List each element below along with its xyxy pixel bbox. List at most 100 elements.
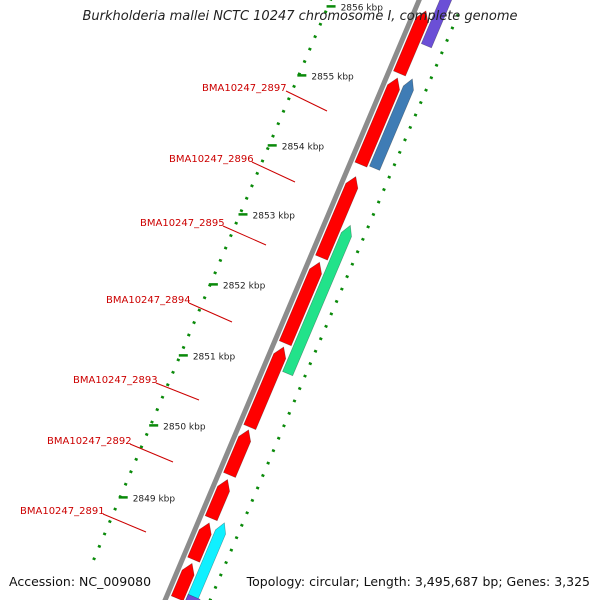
scale-minor-tick (160, 395, 165, 399)
scale-minor-tick (150, 420, 154, 424)
scale-minor-tick (155, 407, 160, 412)
minor-tick (266, 461, 271, 465)
scale-minor-tick (97, 544, 102, 549)
scale-minor-tick (165, 383, 170, 387)
minor-tick (392, 162, 397, 167)
minor-tick (245, 511, 249, 515)
minor-tick (218, 573, 223, 577)
scale-minor-tick (271, 134, 275, 138)
scale-minor-tick (181, 345, 186, 350)
minor-tick (413, 113, 418, 117)
accession-text: Accession: NC_009080 (9, 574, 152, 589)
gene-purple-bottom-block[interactable] (176, 593, 201, 600)
minor-tick (445, 38, 449, 43)
minor-tick (250, 498, 255, 503)
scale-minor-tick (171, 370, 175, 375)
scale-minor-tick (239, 208, 244, 213)
minor-tick (382, 187, 386, 192)
minor-tick (329, 312, 334, 316)
minor-tick (339, 287, 344, 291)
gene-label[interactable]: BMA10247_2891 (20, 506, 105, 517)
scale-minor-tick (260, 159, 265, 163)
scale-minor-tick (244, 196, 249, 201)
minor-tick (450, 26, 455, 30)
minor-tick (361, 237, 365, 242)
minor-tick (366, 225, 371, 229)
scale-minor-tick (144, 432, 149, 437)
gene-leader-line (251, 161, 296, 183)
scale-minor-tick (139, 445, 144, 449)
minor-tick (297, 386, 302, 391)
gene-label[interactable]: BMA10247_2894 (106, 295, 191, 306)
scale-minor-tick (318, 22, 323, 26)
scale-minor-tick (176, 358, 181, 362)
kbp-tick-label: 2849 kbp (133, 494, 176, 504)
scale-minor-tick (92, 557, 96, 561)
feature-red-6[interactable] (278, 261, 322, 347)
kbp-tick-label: 2853 kbp (253, 211, 296, 221)
gene-leader-line (188, 302, 233, 323)
minor-tick (324, 324, 328, 329)
feature-red-8[interactable] (354, 77, 400, 168)
kbp-tick-label: 2854 kbp (282, 142, 325, 152)
feature-red-1[interactable] (170, 562, 195, 600)
minor-tick (292, 399, 297, 403)
minor-tick (408, 125, 413, 130)
minor-tick (350, 262, 355, 266)
minor-tick (371, 212, 376, 217)
feature-red-7[interactable] (315, 176, 359, 261)
minor-tick (355, 250, 360, 254)
gene-label[interactable]: BMA10247_2897 (202, 83, 287, 94)
gene-label[interactable]: BMA10247_2892 (47, 436, 132, 447)
gene-purple-block[interactable] (420, 0, 455, 49)
scale-minor-tick (255, 171, 260, 176)
feature-red-5[interactable] (243, 346, 287, 430)
gene-leader-line (129, 443, 174, 463)
scale-minor-tick (218, 258, 223, 263)
minor-tick (418, 100, 423, 105)
minor-tick (318, 337, 323, 341)
gene-label[interactable]: BMA10247_2896 (169, 154, 254, 165)
gene-green-block[interactable] (282, 224, 352, 377)
genome-summary-text: Topology: circular; Length: 3,495,687 bp… (246, 574, 590, 589)
gene-steelblue-block[interactable] (369, 78, 414, 171)
feature-red-4[interactable] (223, 429, 251, 478)
scale-minor-tick (123, 482, 128, 486)
gene-label[interactable]: BMA10247_2895 (140, 218, 225, 229)
minor-tick (429, 75, 434, 80)
map-title: Burkholderia mallei NCTC 10247 chromosom… (82, 9, 518, 24)
scale-minor-tick (302, 59, 307, 64)
minor-tick (345, 274, 349, 279)
kbp-tick-label: 2850 kbp (163, 422, 206, 432)
gene-leader-line (102, 513, 147, 533)
minor-tick (271, 448, 276, 453)
feature-red-9[interactable] (393, 10, 429, 77)
kbp-tick-label: 2855 kbp (311, 72, 354, 82)
scale-minor-tick (234, 221, 239, 225)
scale-minor-tick (286, 97, 291, 101)
scale-minor-tick (281, 109, 286, 113)
gene-label[interactable]: BMA10247_2893 (73, 375, 158, 386)
minor-tick (224, 560, 228, 565)
scale-minor-tick (113, 507, 117, 511)
minor-tick (455, 13, 460, 18)
minor-tick (387, 175, 392, 179)
kbp-tick-label: 2856 kbp (341, 3, 384, 13)
scale-minor-tick (265, 146, 270, 151)
gene-leader-line (222, 225, 267, 246)
minor-tick (229, 548, 234, 552)
scale-minor-tick (107, 519, 112, 524)
minor-tick (213, 585, 218, 590)
scale-minor-tick (276, 121, 281, 126)
scale-minor-tick (229, 233, 233, 238)
scale-minor-tick (129, 470, 133, 474)
minor-tick (282, 424, 286, 428)
feature-red-2[interactable] (187, 522, 212, 563)
scale-minor-tick (202, 295, 207, 300)
gene-cyan-block[interactable] (182, 522, 226, 600)
kbp-tick-label: 2852 kbp (223, 281, 266, 291)
feature-red-3[interactable] (204, 479, 230, 522)
minor-tick (239, 523, 244, 527)
scale-minor-tick (250, 184, 254, 188)
